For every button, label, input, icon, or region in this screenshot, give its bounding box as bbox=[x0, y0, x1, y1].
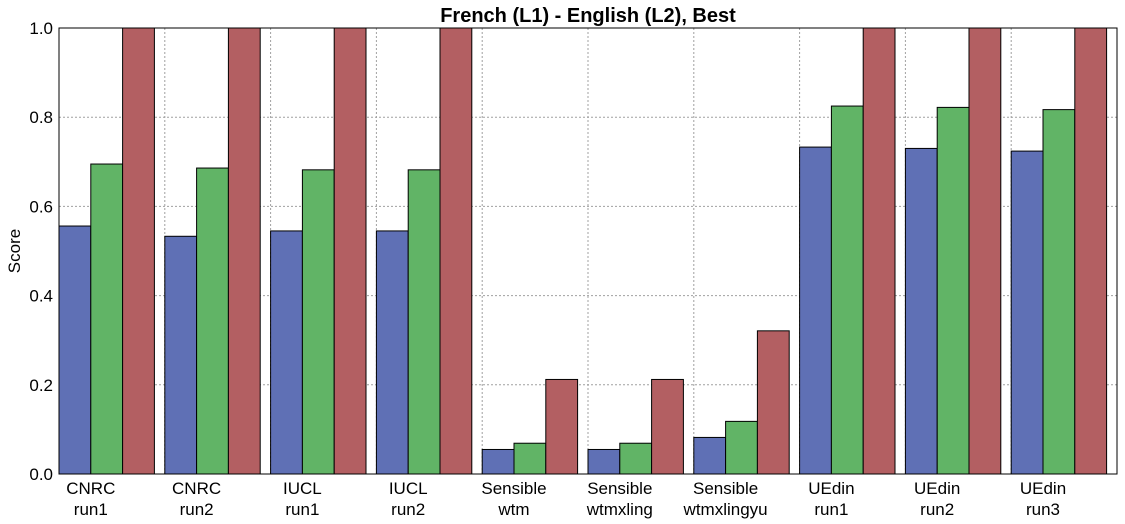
y-tick-label: 0.4 bbox=[29, 287, 53, 306]
x-tick-label: run2 bbox=[391, 500, 425, 519]
x-tick-labels: CNRC run1 CNRC run2 IUCL run1 IUCL run2 Sensible… bbox=[66, 479, 1066, 519]
bar-uedin-run2-series-3 bbox=[968, 27, 1002, 475]
x-tick-label: IUCL bbox=[283, 479, 322, 498]
x-tick-label: run3 bbox=[1026, 500, 1060, 519]
x-tick-label: CNRC bbox=[172, 479, 221, 498]
y-tick-label: 1.0 bbox=[29, 19, 53, 38]
x-tick-label: run1 bbox=[814, 500, 848, 519]
bar-cnrc-run2-series-2 bbox=[196, 167, 229, 475]
x-tick-label: UEdin bbox=[808, 479, 854, 498]
bar-iucl-run1-series-3 bbox=[333, 27, 367, 475]
x-tick-label: UEdin bbox=[1020, 479, 1066, 498]
bar-sensible-wtm-series-2 bbox=[513, 442, 547, 475]
bar-uedin-run3-series-1 bbox=[1010, 150, 1044, 475]
bar-sensible-wtmxling-series-2 bbox=[619, 442, 653, 475]
bar-uedin-run2-series-2 bbox=[936, 106, 970, 475]
bar-cnrc-run1-series-3 bbox=[122, 27, 155, 475]
x-tick-label: wtmxlingyu bbox=[683, 500, 768, 519]
y-tick-label: 0.8 bbox=[29, 108, 53, 127]
bar-sensible-wtmxlingyu-series-3 bbox=[756, 330, 790, 475]
bar-iucl-run2-series-3 bbox=[439, 27, 473, 475]
bar-iucl-run2-series-2 bbox=[407, 169, 441, 475]
bar-uedin-run3-series-3 bbox=[1074, 27, 1108, 475]
y-axis-label: Score bbox=[5, 229, 24, 273]
bar-uedin-run1-series-2 bbox=[830, 105, 864, 475]
x-tick-label: wtm bbox=[497, 500, 529, 519]
chart-title: French (L1) - English (L2), Best bbox=[440, 5, 736, 27]
x-tick-label: run2 bbox=[180, 500, 214, 519]
plot-frame bbox=[58, 27, 1118, 475]
x-tick-label: Sensible bbox=[693, 479, 758, 498]
bar-iucl-run2-series-1 bbox=[375, 230, 409, 475]
bar-iucl-run1-series-1 bbox=[270, 230, 303, 475]
bar-uedin-run1-series-1 bbox=[799, 146, 832, 475]
y-tick-label: 0.6 bbox=[29, 197, 53, 216]
bar-iucl-run1-series-2 bbox=[301, 169, 335, 475]
bar-cnrc-run1-series-1 bbox=[58, 225, 92, 475]
bar-sensible-wtmxlingyu-series-2 bbox=[725, 420, 758, 475]
bar-sensible-wtmxling-series-1 bbox=[587, 448, 621, 475]
bar-cnrc-run2-series-1 bbox=[164, 235, 198, 475]
x-tick-label: Sensible bbox=[481, 479, 546, 498]
bar-sensible-wtmxlingyu-series-1 bbox=[693, 436, 727, 475]
x-tick-label: run1 bbox=[285, 500, 319, 519]
x-tick-label: IUCL bbox=[389, 479, 428, 498]
bar-uedin-run3-series-2 bbox=[1042, 109, 1076, 475]
y-tick-labels: 0.0 0.2 0.4 0.6 0.8 1.0 bbox=[29, 19, 53, 484]
bar-sensible-wtmxling-series-3 bbox=[651, 378, 684, 475]
bar-cnrc-run1-series-2 bbox=[90, 163, 124, 475]
x-tick-label: run1 bbox=[74, 500, 108, 519]
y-tick-label: 0.2 bbox=[29, 376, 53, 395]
bar-sensible-wtm-series-1 bbox=[481, 448, 515, 475]
y-tick-label: 0.0 bbox=[29, 465, 53, 484]
x-tick-label: Sensible bbox=[587, 479, 652, 498]
bar-uedin-run2-series-1 bbox=[904, 147, 938, 475]
x-tick-label: wtmxling bbox=[586, 500, 653, 519]
x-tick-label: run2 bbox=[920, 500, 954, 519]
bar-sensible-wtm-series-3 bbox=[545, 378, 579, 475]
bar-cnrc-run2-series-3 bbox=[227, 27, 261, 475]
bars bbox=[58, 27, 1108, 475]
x-tick-label: CNRC bbox=[66, 479, 115, 498]
x-tick-label: UEdin bbox=[914, 479, 960, 498]
bar-uedin-run1-series-3 bbox=[862, 27, 896, 475]
